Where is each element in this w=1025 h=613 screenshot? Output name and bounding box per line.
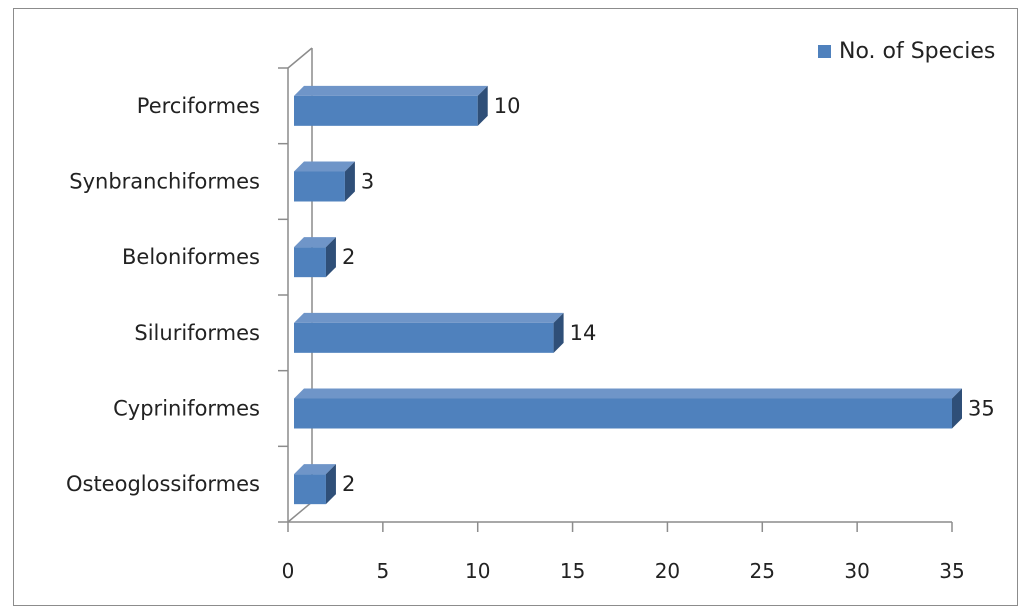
- data-label: 14: [570, 321, 597, 345]
- bar: [294, 161, 355, 202]
- x-tick-label: 30: [844, 559, 869, 583]
- bar-front: [294, 398, 952, 429]
- bar-side: [344, 161, 355, 202]
- wall-top-edge: [287, 47, 313, 69]
- bar-front: [294, 95, 478, 126]
- category-label: Cypriniformes: [113, 397, 260, 421]
- category-label: Osteoglossiformes: [66, 472, 260, 496]
- labels: 0 5 10 15 20 25 30 35 2 Osteoglossiformes 35 Cyprin…: [66, 94, 995, 583]
- bar-top: [294, 161, 355, 172]
- category-label: Perciformes: [137, 94, 260, 118]
- bar-top: [294, 85, 488, 96]
- bar-side: [553, 312, 564, 353]
- floor-edge: [287, 501, 313, 523]
- bar-top: [294, 237, 336, 248]
- data-label: 35: [968, 397, 995, 421]
- bar: [294, 85, 488, 126]
- bar-top: [294, 312, 564, 323]
- legend-swatch: [818, 44, 831, 58]
- x-tick-label: 10: [465, 559, 490, 583]
- bar-front: [294, 247, 326, 278]
- legend-label: No. of Species: [839, 38, 996, 64]
- bar: [294, 312, 564, 353]
- bar-front: [294, 474, 326, 505]
- bar: [294, 388, 962, 429]
- bar-front: [294, 171, 345, 202]
- bar-side: [952, 388, 962, 429]
- data-label: 2: [342, 245, 355, 269]
- category-label: Beloniformes: [122, 245, 260, 269]
- bar-top: [294, 464, 336, 475]
- x-tick-label: 0: [282, 559, 295, 583]
- legend: No. of Species: [818, 38, 995, 64]
- data-label: 2: [342, 472, 355, 496]
- x-tick-label: 20: [655, 559, 680, 583]
- chart-area: [13, 8, 1018, 606]
- x-tick-label: 25: [750, 559, 775, 583]
- bar: [294, 464, 336, 505]
- bar-front: [294, 322, 554, 353]
- bar-side: [477, 85, 488, 126]
- x-tick-label: 5: [376, 559, 389, 583]
- data-label: 3: [361, 170, 374, 194]
- data-label: 10: [494, 94, 521, 118]
- x-tick-label: 15: [560, 559, 585, 583]
- bar-side: [325, 464, 336, 505]
- category-label: Synbranchiformes: [69, 170, 260, 194]
- x-tick-label: 35: [939, 559, 964, 583]
- bar: [294, 237, 336, 278]
- category-label: Siluriformes: [134, 321, 260, 345]
- bar-top: [294, 388, 962, 399]
- bar-side: [325, 237, 336, 278]
- bars: [294, 85, 962, 505]
